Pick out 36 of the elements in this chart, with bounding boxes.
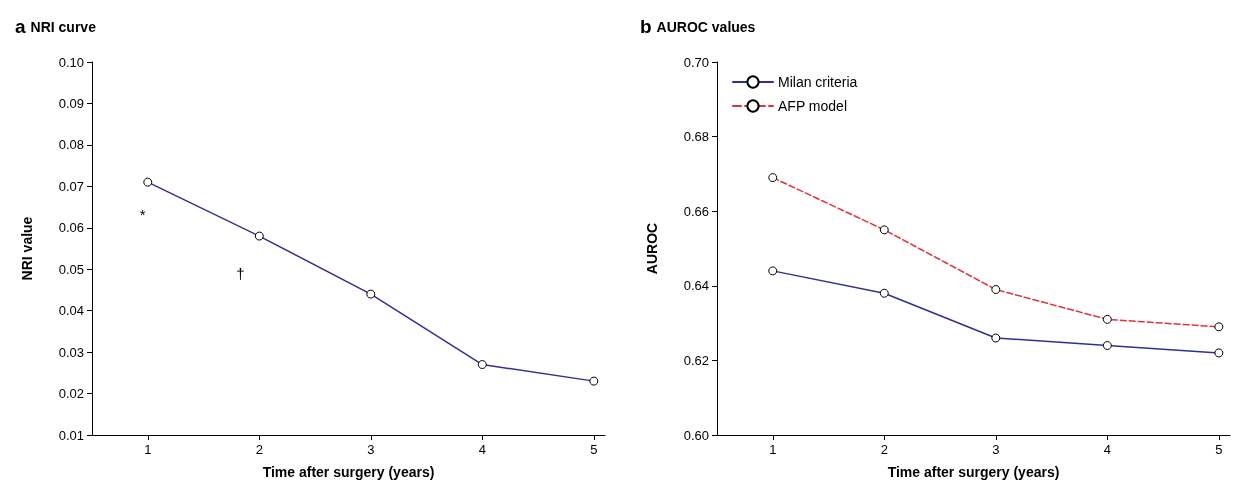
annotation: * [139,206,146,224]
y-tick-label: 0.68 [683,129,709,145]
x-axis-title: Time after surgery (years) [262,464,435,480]
y-tick-label: 0.03 [58,344,84,360]
chart-title: a NRI curve [15,16,97,37]
x-tick-label: 1 [769,442,777,457]
x-tick-label: 3 [367,442,375,457]
x-tick-label: 5 [1215,442,1223,457]
y-axis-title: NRI value [19,216,35,281]
legend-label: AFP model [778,98,847,114]
x-tick-label: 2 [255,442,263,457]
x-tick-label: 5 [590,442,598,457]
y-tick-label: 0.09 [58,95,84,111]
y-tick-label: 0.01 [58,427,84,443]
x-axis-title: Time after surgery (years) [887,464,1060,480]
annotation: † [236,265,245,283]
y-tick-label: 0.70 [683,54,709,70]
y-tick-label: 0.66 [683,203,709,219]
chart-title: b AUROC values [640,16,756,37]
x-tick-label: 3 [992,442,1000,457]
y-tick-label: 0.08 [58,137,84,153]
y-tick-label: 0.60 [683,427,709,443]
y-tick-label: 0.05 [58,261,84,277]
y-tick-label: 0.62 [683,352,709,368]
y-axis-title: AUROC [644,222,660,275]
y-tick-label: 0.02 [58,386,84,402]
x-tick-label: 4 [1103,442,1111,457]
legend-label: Milan criteria [778,74,858,90]
y-tick-label: 0.07 [58,178,84,194]
y-tick-label: 0.10 [58,54,84,70]
y-tick-label: 0.04 [58,303,84,319]
x-tick-label: 2 [880,442,888,457]
x-tick-label: 4 [478,442,486,457]
y-tick-label: 0.64 [683,278,709,294]
y-tick-label: 0.06 [58,220,84,236]
x-tick-label: 1 [144,442,152,457]
